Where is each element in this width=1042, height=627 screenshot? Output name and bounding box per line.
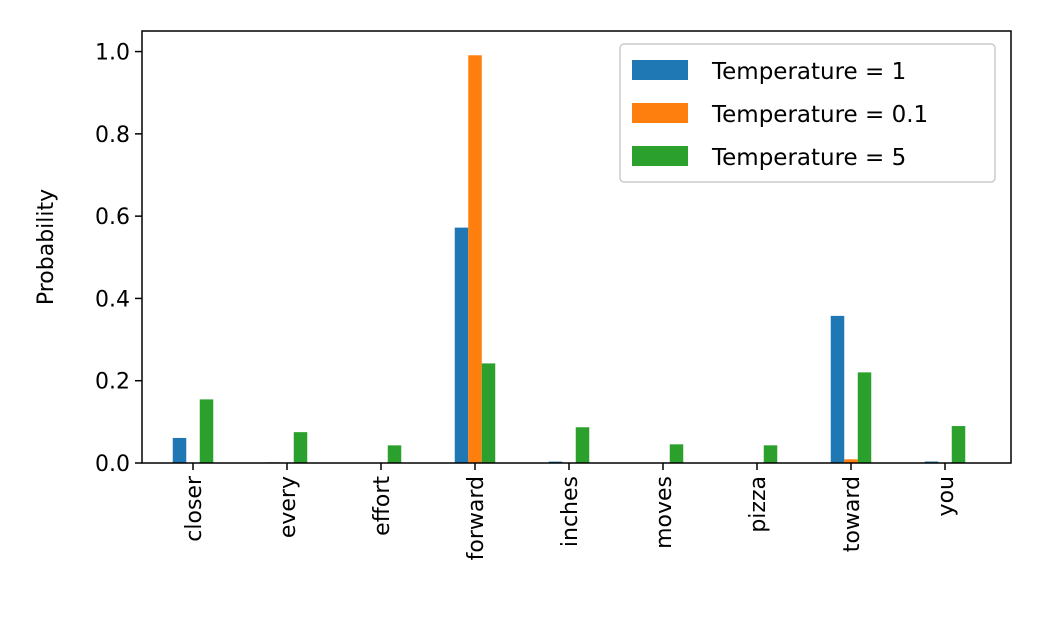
- legend-box: [619, 43, 996, 183]
- x-tick-label-pizza: pizza: [746, 476, 771, 533]
- legend-swatch: [632, 103, 688, 123]
- bar-inches-series-3: [575, 427, 590, 463]
- x-tick-label-inches: inches: [558, 476, 583, 547]
- bar-toward-series-1: [830, 315, 845, 463]
- bars: [172, 55, 966, 464]
- y-tick-label: 1.0: [95, 41, 130, 66]
- x-tick-label-closer: closer: [182, 475, 207, 542]
- series-3: [199, 363, 966, 463]
- bar-toward-series-2: [844, 459, 858, 463]
- bar-closer-series-1: [172, 437, 187, 463]
- bar-forward-series-3: [481, 363, 496, 463]
- y-axis: 0.0 0.2 0.4 0.6 0.8 1.0: [95, 41, 142, 477]
- y-tick-label: 0.4: [95, 287, 130, 312]
- bar-effort-series-3: [387, 445, 402, 463]
- legend-label: Temperature = 1: [711, 59, 906, 85]
- series-1: [172, 227, 939, 463]
- bar-moves-series-3: [669, 444, 684, 463]
- bar-pizza-series-3: [763, 445, 778, 463]
- bar-closer-series-3: [199, 399, 214, 463]
- x-tick-label-every: every: [276, 476, 301, 538]
- bar-toward-series-3: [857, 372, 872, 463]
- bar-forward-series-2: [468, 55, 482, 464]
- x-axis: closer every effort forward inches moves pizza…: [182, 463, 959, 560]
- x-tick-label-effort: effort: [370, 476, 395, 536]
- y-tick-label: 0.0: [95, 452, 130, 477]
- y-tick-label: 0.8: [95, 123, 130, 148]
- series-2: [468, 55, 858, 464]
- x-tick-label-forward: forward: [464, 476, 489, 560]
- plot-area: [141, 30, 1012, 464]
- y-axis-title: Probability: [34, 189, 59, 305]
- legend-label: Temperature = 5: [711, 145, 906, 171]
- y-tick-label: 0.2: [95, 370, 130, 395]
- y-tick-label: 0.6: [95, 205, 130, 230]
- x-tick-label-moves: moves: [652, 476, 677, 549]
- legend: Temperature = 1 Temperature = 0.1 Temperat…: [619, 43, 996, 183]
- legend-swatch: [632, 146, 688, 166]
- legend-entry-1: Temperature = 1: [632, 59, 906, 85]
- legend-entry-3: Temperature = 5: [632, 145, 906, 171]
- bar-forward-series-1: [454, 227, 469, 463]
- legend-label: Temperature = 0.1: [711, 102, 928, 128]
- x-tick-label-toward: toward: [840, 476, 865, 552]
- legend-entry-2: Temperature = 0.1: [632, 102, 928, 128]
- bar-every-series-3: [293, 432, 308, 463]
- legend-swatch: [632, 60, 688, 80]
- plot-frame: [141, 30, 1012, 464]
- x-tick-label-you: you: [934, 476, 959, 516]
- bar-you-series-3: [951, 426, 966, 463]
